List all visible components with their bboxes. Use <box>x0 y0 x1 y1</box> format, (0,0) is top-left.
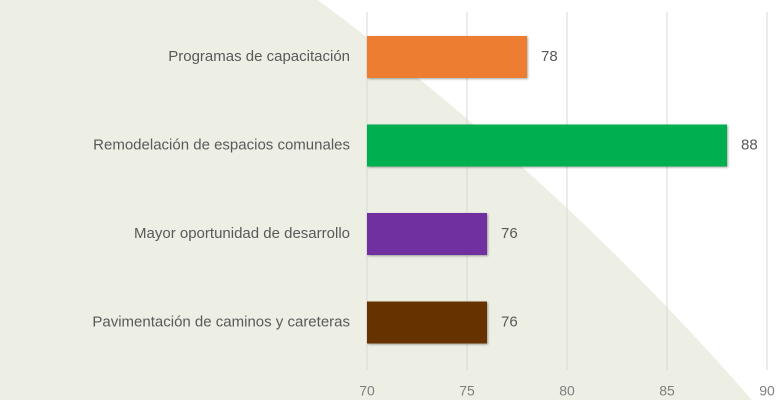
value-label: 76 <box>501 313 518 330</box>
background-shape <box>0 0 752 400</box>
value-label: 88 <box>741 136 758 153</box>
y-tick-label: Mayor oportunidad de desarrollo <box>134 225 350 242</box>
x-tick-label: 80 <box>559 383 575 399</box>
x-tick-label: 75 <box>459 383 475 399</box>
bar <box>367 301 487 344</box>
y-tick-label: Programas de capacitación <box>168 48 350 65</box>
bar <box>367 124 727 167</box>
x-tick-label: 70 <box>359 383 375 399</box>
value-label: 76 <box>501 225 518 242</box>
y-tick-label: Remodelación de espacios comunales <box>93 136 350 153</box>
x-tick-label: 85 <box>659 383 675 399</box>
x-tick-label: 90 <box>759 383 775 399</box>
bar <box>367 213 487 255</box>
bar <box>367 36 527 78</box>
y-tick-label: Pavimentación de caminos y careteras <box>92 313 350 330</box>
value-label: 78 <box>541 48 558 65</box>
